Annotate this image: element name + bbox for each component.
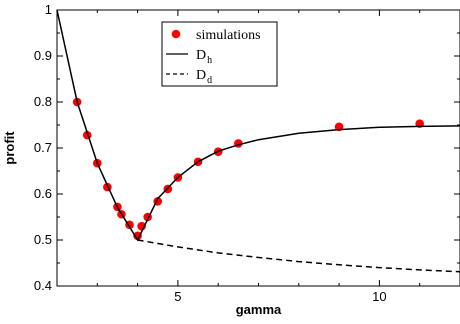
- y-tick-label: 0.6: [34, 186, 52, 201]
- y-axis-title: profit: [2, 131, 17, 165]
- x-tick-label: 10: [372, 289, 386, 304]
- x-axis-title: gamma: [236, 302, 282, 317]
- axes-layer: 0.4 0.5 0.6 0.7 0.8 0.9 1 5 10: [34, 2, 460, 304]
- y-tick-label: 0.5: [34, 232, 52, 247]
- y-tick-label: 0.9: [34, 48, 52, 63]
- legend-dh-label: D: [196, 48, 206, 63]
- legend-simulations-label: simulations: [196, 28, 261, 43]
- y-tick-label: 1: [45, 2, 52, 17]
- legend: simulations D hD d: [161, 21, 278, 87]
- legend-dd-subscript: d: [207, 75, 212, 86]
- y-tick-label: 0.8: [34, 94, 52, 109]
- x-tick-label: 5: [174, 289, 181, 304]
- dh-solid-line: [56, 9, 460, 242]
- y-tick-label: 0.7: [34, 140, 52, 155]
- y-tick-label: 0.4: [34, 278, 52, 293]
- series-layer: [56, 9, 460, 273]
- dd-dashed-line: [137, 239, 460, 273]
- legend-dd-label: D: [196, 68, 206, 83]
- legend-simulations-marker: [171, 29, 181, 39]
- simulation-point: [133, 231, 142, 241]
- legend-dh-subscript: h: [207, 55, 212, 66]
